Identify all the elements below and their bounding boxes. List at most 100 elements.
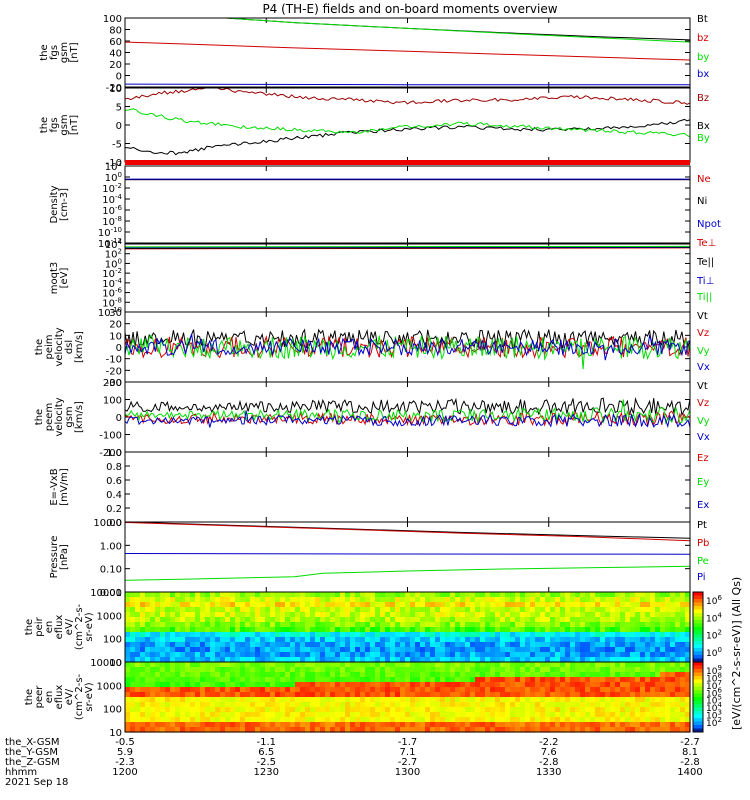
heatmap-cell	[640, 647, 646, 653]
heatmap-cell	[675, 597, 681, 603]
heatmap-cell	[320, 697, 326, 703]
heatmap-cell	[160, 687, 166, 693]
panel-9-ylabel: the peir en eflux eV/(cm^2-s-sr-eV)	[24, 603, 95, 650]
heatmap-cell	[685, 717, 691, 723]
heatmap-cell	[255, 642, 261, 648]
heatmap-cell	[605, 682, 611, 688]
heatmap-cell	[290, 642, 296, 648]
heatmap-cell	[400, 662, 406, 668]
heatmap-cell	[200, 702, 206, 708]
heatmap-cell	[445, 627, 451, 633]
heatmap-cell	[390, 657, 396, 663]
heatmap-cell	[210, 697, 216, 703]
heatmap-cell	[435, 627, 441, 633]
heatmap-cell	[510, 592, 516, 598]
heatmap-cell	[340, 722, 346, 728]
heatmap-cell	[230, 702, 236, 708]
heatmap-cell	[560, 662, 566, 668]
heatmap-cell	[585, 607, 591, 613]
heatmap-cell	[590, 682, 596, 688]
heatmap-cell	[605, 672, 611, 678]
heatmap-cell	[510, 652, 516, 658]
heatmap-cell	[420, 607, 426, 613]
heatmap-cell	[480, 712, 486, 718]
heatmap-cell	[260, 607, 266, 613]
heatmap-cell	[310, 717, 316, 723]
heatmap-cell	[540, 682, 546, 688]
heatmap-cell	[370, 652, 376, 658]
heatmap-cell	[455, 707, 461, 713]
heatmap-cell	[420, 712, 426, 718]
heatmap-cell	[200, 657, 206, 663]
heatmap-cell	[580, 697, 586, 703]
colorbar-swatch	[693, 595, 703, 600]
heatmap-cell	[205, 707, 211, 713]
heatmap-cell	[685, 712, 691, 718]
colorbar-tick-label: 109	[706, 664, 722, 677]
heatmap-cell	[400, 627, 406, 633]
heatmap-cell	[630, 692, 636, 698]
heatmap-cell	[520, 722, 526, 728]
heatmap-cell	[215, 662, 221, 668]
series-line-Vt	[125, 397, 690, 417]
heatmap-cell	[170, 707, 176, 713]
heatmap-cell	[600, 672, 606, 678]
heatmap-cell	[505, 697, 511, 703]
heatmap-cell	[630, 637, 636, 643]
legend-Vz: Vz	[697, 398, 709, 409]
heatmap-cell	[330, 602, 336, 608]
heatmap-cell	[125, 727, 131, 733]
heatmap-cell	[590, 727, 596, 733]
heatmap-cell	[275, 637, 281, 643]
heatmap-cell	[505, 597, 511, 603]
heatmap-cell	[290, 622, 296, 628]
heatmap-cell	[395, 692, 401, 698]
heatmap-cell	[580, 677, 586, 683]
heatmap-cell	[550, 727, 556, 733]
heatmap-cell	[655, 692, 661, 698]
heatmap-cell	[260, 692, 266, 698]
heatmap-cell	[260, 627, 266, 633]
heatmap-cell	[455, 632, 461, 638]
heatmap-cell	[305, 667, 311, 673]
heatmap-cell	[545, 632, 551, 638]
heatmap-cell	[470, 617, 476, 623]
heatmap-cell	[580, 692, 586, 698]
ylabel-line: fgs	[49, 117, 60, 132]
heatmap-cell	[130, 677, 136, 683]
heatmap-cell	[550, 712, 556, 718]
heatmap-cell	[455, 702, 461, 708]
heatmap-cell	[250, 667, 256, 673]
heatmap-cell	[555, 667, 561, 673]
heatmap-cell	[425, 597, 431, 603]
heatmap-cell	[140, 727, 146, 733]
heatmap-cell	[260, 667, 266, 673]
heatmap-cell	[330, 677, 336, 683]
heatmap-cell	[345, 707, 351, 713]
heatmap-cell	[590, 652, 596, 658]
heatmap-cell	[660, 637, 666, 643]
heatmap-cell	[230, 687, 236, 693]
heatmap-cell	[510, 607, 516, 613]
heatmap-cell	[680, 652, 686, 658]
heatmap-cell	[185, 687, 191, 693]
heatmap-cell	[505, 637, 511, 643]
heatmap-cell	[265, 662, 271, 668]
heatmap-cell	[490, 712, 496, 718]
heatmap-cell	[345, 702, 351, 708]
heatmap-cell	[350, 722, 356, 728]
heatmap-cell	[565, 637, 571, 643]
heatmap-cell	[620, 602, 626, 608]
heatmap-cell	[620, 712, 626, 718]
heatmap-cell	[395, 592, 401, 598]
heatmap-cell	[595, 692, 601, 698]
heatmap-cell	[140, 642, 146, 648]
heatmap-cell	[160, 682, 166, 688]
ytick-label: 200	[103, 378, 122, 389]
heatmap-cell	[545, 642, 551, 648]
heatmap-cell	[395, 612, 401, 618]
heatmap-cell	[560, 632, 566, 638]
heatmap-cell	[350, 697, 356, 703]
colorbar-swatch	[693, 641, 703, 645]
heatmap-cell	[575, 632, 581, 638]
